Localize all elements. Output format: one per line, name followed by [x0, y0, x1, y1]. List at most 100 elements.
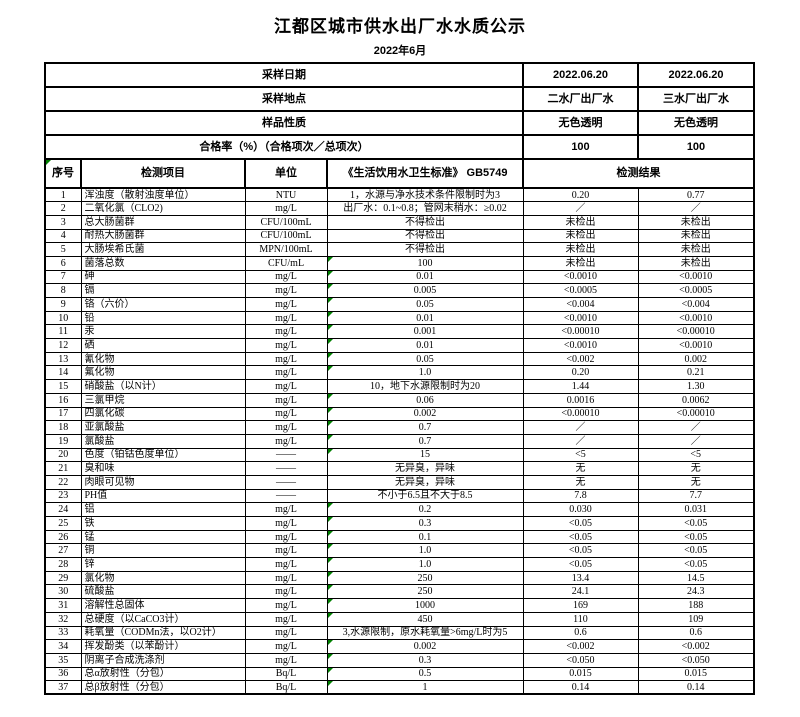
row-number: 20 — [44, 447, 82, 463]
sampling-date-label: 采样日期 — [44, 62, 524, 88]
unit: mg/L — [244, 420, 328, 435]
table-row: 21 臭和味 —— 无异臭，异味无无 — [44, 461, 755, 476]
item-name: 总β放射性（分包） — [80, 680, 246, 695]
item-name: 硫酸盐 — [80, 584, 246, 600]
table-row: 7 砷 mg/L 0.01 <0.0010 <0.0010 — [44, 269, 755, 285]
item-name: 汞 — [80, 324, 246, 340]
result-plant2: ／ — [522, 433, 639, 449]
sample-property-plant3: 无色透明 — [637, 110, 755, 136]
item-name: 阴离子合成洗涤剂 — [80, 652, 246, 668]
result-plant2: 无 — [522, 474, 639, 490]
standard-value: 0.05 — [326, 351, 524, 367]
row-number: 17 — [44, 406, 82, 422]
standard-value: 3,水源限制，原水耗氧量>6mg/L时为5 — [326, 625, 524, 641]
pass-rate-plant2: 100 — [522, 134, 639, 160]
result-plant2: <0.00010 — [522, 324, 639, 340]
item-name: 硒 — [80, 338, 246, 353]
row-number: 36 — [44, 666, 82, 682]
table-row: 17 四氯化碳 mg/L 0.002 <0.00010 <0.00010 — [44, 406, 755, 422]
row-number: 12 — [44, 338, 82, 353]
result-plant2: 169 — [522, 598, 639, 613]
sampling-date-plant3: 2022.06.20 — [637, 62, 755, 88]
row-number: 24 — [44, 502, 82, 517]
row-number: 30 — [44, 584, 82, 600]
item-name: 铜 — [80, 543, 246, 559]
table-row: 3 总大肠菌群 CFU/100mL 不得检出 未检出 未检出 — [44, 214, 755, 230]
result-plant3: 24.3 — [637, 584, 755, 600]
table-row: 36 总α放射性（分包） Bq/L 0.5 0.015 0.015 — [44, 666, 755, 682]
item-name: 四氯化碳 — [80, 406, 246, 422]
result-plant2: <0.0005 — [522, 283, 639, 298]
unit: mg/L — [244, 652, 328, 668]
table-row: 25 铁 mg/L 0.3 <0.05 <0.05 — [44, 516, 755, 531]
result-plant3: 1.30 — [637, 379, 755, 394]
result-plant3: <0.004 — [637, 297, 755, 312]
row-number: 22 — [44, 474, 82, 490]
unit: MPN/100mL — [244, 242, 328, 257]
result-plant2: 未检出 — [522, 242, 639, 257]
unit: mg/L — [244, 324, 328, 340]
item-name: 肉眼可见物 — [80, 474, 246, 490]
result-plant2: 0.015 — [522, 666, 639, 682]
item-name: 铝 — [80, 502, 246, 517]
result-plant2: <0.0010 — [522, 338, 639, 353]
unit: mg/L — [244, 406, 328, 422]
unit: mg/L — [244, 584, 328, 600]
unit: mg/L — [244, 611, 328, 627]
unit: mg/L — [244, 570, 328, 586]
unit: Bq/L — [244, 680, 328, 695]
item-name: 浑浊度（散射浊度单位） — [80, 187, 246, 203]
item-name: 三氯甲烷 — [80, 392, 246, 408]
result-plant3: ／ — [637, 420, 755, 435]
result-plant3: <0.0010 — [637, 338, 755, 353]
result-plant3: <0.00010 — [637, 406, 755, 422]
item-name: 氰化物 — [80, 351, 246, 367]
row-number: 31 — [44, 598, 82, 613]
standard-value: 0.001 — [326, 324, 524, 340]
unit: mg/L — [244, 310, 328, 326]
unit: CFU/100mL — [244, 214, 328, 230]
standard-value: 0.5 — [326, 666, 524, 682]
result-plant3: 未检出 — [637, 255, 755, 271]
result-plant3: <0.00010 — [637, 324, 755, 340]
standard-value: 0.01 — [326, 310, 524, 326]
result-plant3: 0.6 — [637, 625, 755, 641]
row-number: 8 — [44, 283, 82, 298]
table-row: 4 耐热大肠菌群 CFU/100mL 不得检出 未检出 未检出 — [44, 228, 755, 244]
water-quality-table: 采样日期 2022.06.20 2022.06.20 采样地点 二水厂出厂水 三… — [44, 62, 755, 696]
table-row: 2 二氧化氯（CLO2) mg/L 出厂水：0.1~0.8；管网末稍水：≥0.02 ／／ — [44, 201, 755, 216]
standard-value: 0.3 — [326, 652, 524, 668]
item-name: 溶解性总固体 — [80, 598, 246, 613]
unit: mg/L — [244, 516, 328, 531]
row-number: 23 — [44, 488, 82, 504]
result-plant2: 未检出 — [522, 228, 639, 244]
col-header-standard: 《生活饮用水卫生标准》 GB5749 — [326, 158, 524, 189]
standard-value: 250 — [326, 570, 524, 586]
item-name: 铬（六价） — [80, 297, 246, 312]
unit: mg/L — [244, 351, 328, 367]
sample-property-row: 样品性质 无色透明 无色透明 — [44, 110, 755, 136]
result-plant2: 7.8 — [522, 488, 639, 504]
standard-value: 0.01 — [326, 338, 524, 353]
row-number: 4 — [44, 228, 82, 244]
result-plant3: 0.14 — [637, 680, 755, 695]
standard-value: 1.0 — [326, 557, 524, 572]
item-name: 氯酸盐 — [80, 433, 246, 449]
result-plant3: 未检出 — [637, 228, 755, 244]
result-plant3: ／ — [637, 201, 755, 216]
table-row: 18 亚氯酸盐 mg/L 0.7 ／／ — [44, 420, 755, 435]
table-row: 34 挥发酚类（以苯酚计） mg/L 0.002 <0.002 <0.002 — [44, 639, 755, 654]
result-plant3: 0.0062 — [637, 392, 755, 408]
result-plant2: 0.20 — [522, 365, 639, 381]
unit: mg/L — [244, 502, 328, 517]
result-plant2: 未检出 — [522, 255, 639, 271]
row-number: 3 — [44, 214, 82, 230]
row-number: 16 — [44, 392, 82, 408]
row-number: 1 — [44, 187, 82, 203]
standard-value: 出厂水：0.1~0.8；管网末稍水：≥0.02 — [326, 201, 524, 216]
standard-value: 0.2 — [326, 502, 524, 517]
result-plant3: 0.002 — [637, 351, 755, 367]
unit: mg/L — [244, 283, 328, 298]
result-plant2: <0.05 — [522, 529, 639, 545]
